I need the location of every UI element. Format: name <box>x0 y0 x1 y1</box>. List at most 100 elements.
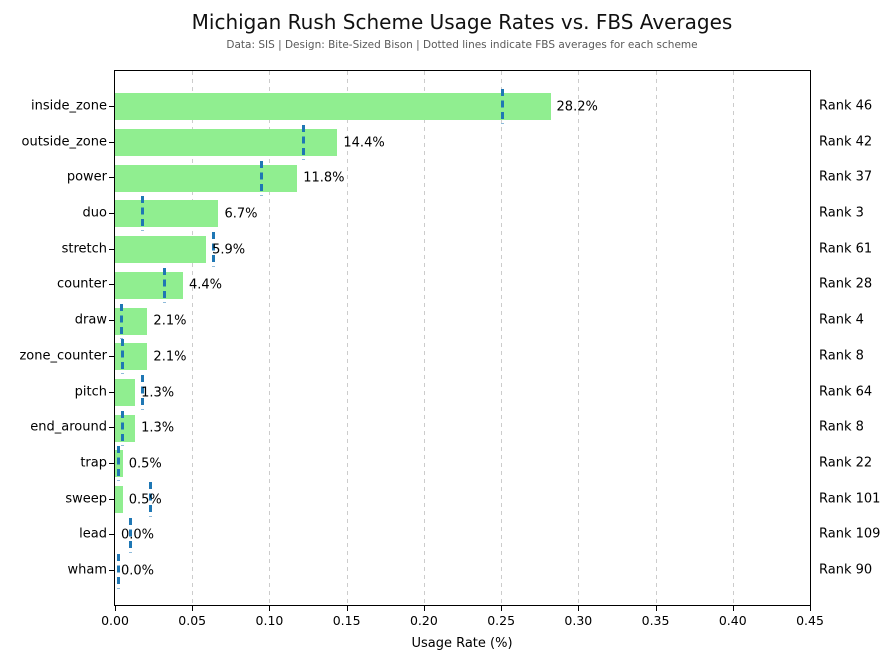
category-label-sweep: sweep <box>65 491 107 507</box>
y-tick-mark <box>109 391 114 393</box>
usage-bar-sweep <box>115 486 123 514</box>
fbs-average-line-outside_zone <box>301 125 305 161</box>
gridline <box>346 71 348 605</box>
y-tick-mark <box>109 141 114 143</box>
x-axis-title: Usage Rate (%) <box>411 636 513 651</box>
y-tick-mark <box>109 284 114 286</box>
category-label-counter: counter <box>56 276 107 292</box>
bar-value-label: 0.0% <box>121 527 155 543</box>
usage-bar-counter <box>115 271 183 299</box>
fbs-average-line-wham <box>116 553 120 589</box>
usage-bar-inside_zone <box>115 93 551 121</box>
rank-label-duo: Rank 3 <box>819 205 864 221</box>
x-tick-label: 0.10 <box>255 613 284 628</box>
gridline <box>578 71 580 605</box>
rank-label-power: Rank 37 <box>819 169 873 185</box>
usage-bar-zone_counter <box>115 343 148 371</box>
x-tick-label: 0.20 <box>409 613 438 628</box>
rank-label-lead: Rank 109 <box>819 526 881 542</box>
category-label-power: power <box>66 169 107 185</box>
x-tick-mark <box>192 606 194 611</box>
x-tick-mark <box>810 606 811 611</box>
bar-value-label: 0.5% <box>128 456 162 472</box>
x-tick-label: 0.35 <box>641 613 670 628</box>
x-tick-mark <box>655 606 657 611</box>
bar-row-trap: 0.5% <box>115 446 810 482</box>
bar-row-stretch: 5.9% <box>115 232 810 268</box>
x-tick-mark <box>346 606 348 611</box>
plot-area: 28.2% 14.4% 11.8% 6.7% 5.9% 4.4% 2.1% 2.1% 1.3% 1… <box>114 70 811 606</box>
bar-value-label: 2.1% <box>153 313 187 329</box>
bar-row-pitch: 1.3% <box>115 375 810 411</box>
rank-label-stretch: Rank 61 <box>819 241 873 257</box>
usage-bar-duo <box>115 200 219 228</box>
rank-label-sweep: Rank 101 <box>819 491 881 507</box>
x-tick-label: 0.15 <box>332 613 361 628</box>
category-label-pitch: pitch <box>74 384 107 400</box>
usage-bar-outside_zone <box>115 129 338 157</box>
y-tick-mark <box>109 177 114 179</box>
fbs-average-line-lead <box>128 517 132 553</box>
x-tick-mark <box>269 606 271 611</box>
bar-value-label: 14.4% <box>343 135 385 151</box>
rank-label-counter: Rank 28 <box>819 276 873 292</box>
y-tick-mark <box>109 463 114 464</box>
bar-row-duo: 6.7% <box>115 196 810 232</box>
y-tick-mark <box>109 498 114 500</box>
bar-value-label: 0.5% <box>128 492 162 508</box>
chart-title: Michigan Rush Scheme Usage Rates vs. FBS… <box>191 10 733 34</box>
fbs-average-line-power <box>260 160 264 196</box>
x-tick-label: 0.05 <box>178 613 207 628</box>
category-label-outside_zone: outside_zone <box>21 134 107 150</box>
category-label-duo: duo <box>82 205 107 221</box>
bar-row-power: 11.8% <box>115 160 810 196</box>
y-tick-mark <box>109 248 114 250</box>
bar-row-end_around: 1.3% <box>115 410 810 446</box>
usage-bar-pitch <box>115 379 136 407</box>
x-tick-label: 0.40 <box>718 613 747 628</box>
bar-row-draw: 2.1% <box>115 303 810 339</box>
x-tick-mark <box>578 606 580 611</box>
rank-label-inside_zone: Rank 46 <box>819 98 873 114</box>
y-tick-mark <box>109 427 114 429</box>
rank-label-zone_counter: Rank 8 <box>819 348 864 364</box>
fbs-average-line-duo <box>141 196 145 232</box>
bar-value-label: 4.4% <box>188 277 222 293</box>
rank-label-outside_zone: Rank 42 <box>819 134 873 150</box>
x-tick-mark <box>423 606 425 611</box>
x-tick-label: 0.30 <box>564 613 593 628</box>
category-label-wham: wham <box>67 562 107 578</box>
fbs-average-line-zone_counter <box>121 339 125 375</box>
bar-value-label: 28.2% <box>556 99 598 115</box>
rank-label-wham: Rank 90 <box>819 562 873 578</box>
bar-value-label: 0.0% <box>121 563 155 579</box>
category-label-lead: lead <box>79 526 107 542</box>
category-label-end_around: end_around <box>30 419 107 435</box>
category-label-zone_counter: zone_counter <box>19 348 107 364</box>
y-tick-mark <box>109 320 114 322</box>
bar-row-wham: 0.0% <box>115 553 810 589</box>
bar-row-outside_zone: 14.4% <box>115 125 810 161</box>
category-label-stretch: stretch <box>61 241 107 257</box>
gridline <box>269 71 271 605</box>
bar-value-label: 6.7% <box>224 206 258 222</box>
bar-value-label: 2.1% <box>153 349 187 365</box>
bar-value-label: 1.3% <box>141 420 175 436</box>
x-tick-mark <box>501 606 503 611</box>
usage-bar-end_around <box>115 414 136 442</box>
x-tick-label: 0.45 <box>796 613 824 628</box>
gridline <box>732 71 734 605</box>
category-label-draw: draw <box>74 312 107 328</box>
gridline <box>655 71 657 605</box>
rank-label-trap: Rank 22 <box>819 455 873 471</box>
usage-bar-power <box>115 164 298 192</box>
gridline <box>501 71 503 605</box>
gridline <box>423 71 425 605</box>
rank-label-draw: Rank 4 <box>819 312 864 328</box>
bar-value-label: 11.8% <box>303 170 345 186</box>
category-label-inside_zone: inside_zone <box>30 98 107 114</box>
rank-label-pitch: Rank 64 <box>819 384 873 400</box>
fbs-average-line-stretch <box>212 232 216 268</box>
y-tick-mark <box>109 105 114 107</box>
bar-row-counter: 4.4% <box>115 267 810 304</box>
